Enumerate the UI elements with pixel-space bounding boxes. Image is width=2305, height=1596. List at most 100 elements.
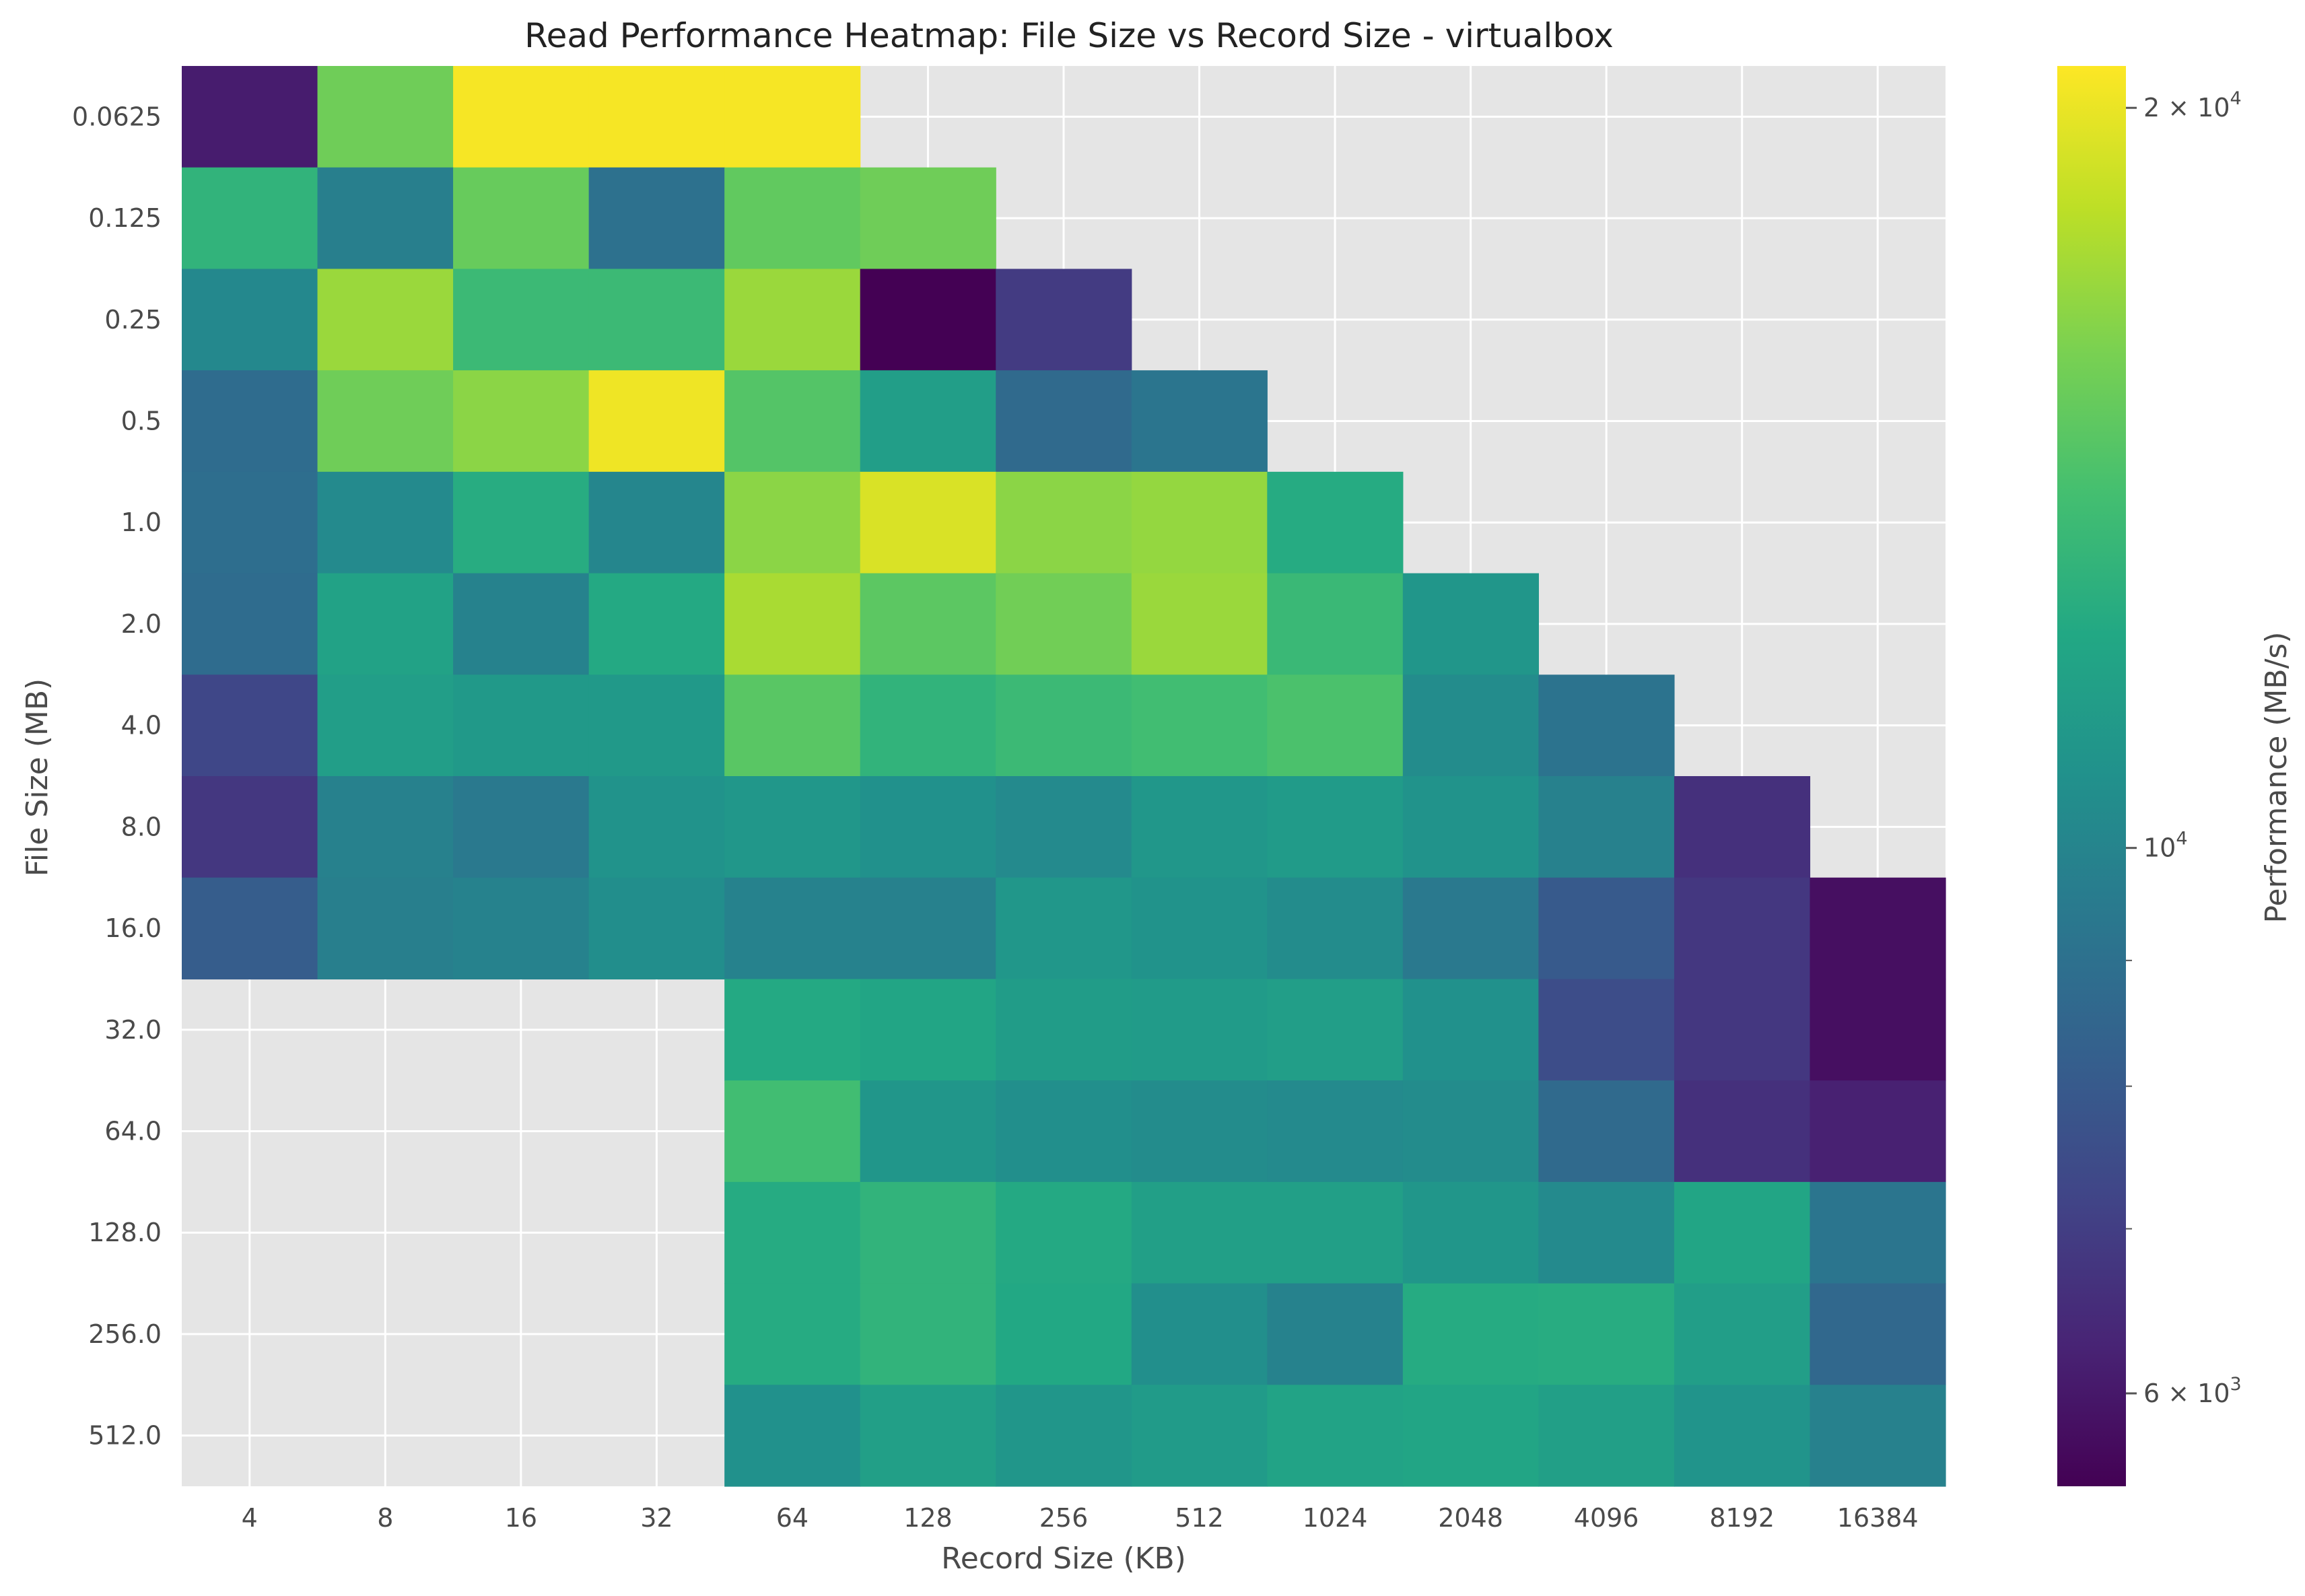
y-tick-label: 0.5: [121, 407, 162, 436]
heatmap-cell: [453, 471, 590, 574]
heatmap-cell: [1402, 979, 1539, 1081]
heatmap-cell: [724, 269, 861, 371]
heatmap-cell: [317, 674, 454, 777]
heatmap-cell: [317, 776, 454, 878]
heatmap-cell: [996, 877, 1132, 980]
heatmap-cell: [996, 471, 1132, 574]
colorbar-label: Performance (MB/s): [2259, 631, 2294, 923]
heatmap-cell: [860, 269, 996, 371]
heatmap-cell: [1267, 1283, 1404, 1385]
heatmap-cell: [588, 269, 725, 371]
heatmap-cell: [453, 674, 590, 777]
heatmap-cell: [724, 167, 861, 270]
heatmap-cell: [1538, 877, 1675, 980]
y-tick-label: 0.25: [104, 305, 162, 335]
heatmap-cell: [724, 979, 861, 1081]
heatmap-cell: [996, 1181, 1132, 1284]
heatmap-cell: [182, 167, 318, 270]
heatmap-cell: [860, 167, 996, 270]
heatmap-cell: [1131, 979, 1268, 1081]
y-tick-label: 8.0: [121, 812, 162, 841]
y-tick-label: 1.0: [121, 508, 162, 537]
heatmap-cell: [1538, 776, 1675, 878]
heatmap-cell: [182, 776, 318, 878]
heatmap-cell: [860, 471, 996, 574]
y-tick-label: 64.0: [104, 1117, 162, 1146]
heatmap-cell: [1131, 877, 1268, 980]
heatmap-cell: [1267, 674, 1404, 777]
x-tick-label: 8: [377, 1503, 393, 1533]
x-tick-label: 64: [776, 1503, 809, 1533]
heatmap-cell: [317, 269, 454, 371]
heatmap-cell: [724, 1181, 861, 1284]
heatmap-cell: [1402, 1181, 1539, 1284]
heatmap-cell: [724, 776, 861, 878]
y-tick-label: 0.125: [88, 203, 162, 233]
y-tick-label: 0.0625: [72, 102, 162, 131]
heatmap-cell: [588, 167, 725, 270]
heatmap-cell: [1267, 471, 1404, 574]
x-axis-label: Record Size (KB): [941, 1541, 1186, 1576]
x-tick-label: 32: [640, 1503, 673, 1533]
heatmap-cell: [182, 66, 318, 168]
heatmap-cell: [1402, 776, 1539, 878]
heatmap-cell: [1267, 573, 1404, 675]
heatmap-cell: [1810, 979, 1946, 1081]
heatmap-cell: [317, 66, 454, 168]
x-tick-label: 16: [505, 1503, 537, 1533]
colorbar-ticks: 2 × 104 104 6 × 103: [2126, 88, 2242, 1408]
heatmap-cell: [724, 1283, 861, 1385]
x-tick-label: 128: [903, 1503, 953, 1533]
heatmap-cell: [453, 66, 590, 168]
plot-area: [182, 66, 1946, 1487]
heatmap-cell: [1538, 1080, 1675, 1183]
heatmap-cell: [860, 1181, 996, 1284]
heatmap-cell: [453, 370, 590, 473]
colorbar-tick-label: 6 × 103: [2143, 1374, 2242, 1408]
colorbar: 2 × 104 104 6 × 103 Performance (MB/s): [2057, 66, 2294, 1486]
heatmap-cell: [996, 674, 1132, 777]
heatmap-cell: [453, 573, 590, 675]
heatmap-cell: [996, 1283, 1132, 1385]
y-axis-label: File Size (MB): [20, 679, 55, 876]
heatmap-cell: [860, 674, 996, 777]
heatmap-cells: [182, 66, 1946, 1487]
heatmap-cell: [182, 471, 318, 574]
heatmap-cell: [1538, 1181, 1675, 1284]
y-tick-label: 32.0: [104, 1015, 162, 1045]
heatmap-cell: [996, 370, 1132, 473]
x-tick-labels: 4 8 16 32 64 128 256 512 1024 2048 4096 8192 16384: [242, 1503, 1919, 1533]
heatmap-cell: [1402, 1080, 1539, 1183]
heatmap-cell: [182, 674, 318, 777]
y-tick-label: 16.0: [104, 913, 162, 943]
heatmap-cell: [724, 877, 861, 980]
heatmap-cell: [860, 1080, 996, 1183]
heatmap-cell: [996, 573, 1132, 675]
heatmap-cell: [453, 167, 590, 270]
heatmap-cell: [724, 1080, 861, 1183]
colorbar-tick-label: 104: [2143, 829, 2188, 863]
heatmap-cell: [317, 877, 454, 980]
heatmap-cell: [1674, 1181, 1811, 1284]
heatmap-cell: [1810, 1283, 1946, 1385]
heatmap-cell: [1538, 979, 1675, 1081]
heatmap-cell: [1402, 1385, 1539, 1487]
heatmap-cell: [996, 1080, 1132, 1183]
heatmap-cell: [1402, 877, 1539, 980]
y-tick-label: 512.0: [88, 1421, 162, 1451]
x-tick-label: 512: [1175, 1503, 1224, 1533]
heatmap-cell: [1131, 776, 1268, 878]
y-tick-label: 128.0: [88, 1218, 162, 1247]
chart-title: Read Performance Heatmap: File Size vs R…: [524, 16, 1614, 55]
heatmap-cell: [453, 877, 590, 980]
heatmap-cell: [996, 269, 1132, 371]
heatmap-cell: [1131, 674, 1268, 777]
heatmap-cell: [1674, 1283, 1811, 1385]
heatmap-cell: [588, 877, 725, 980]
heatmap-cell: [1402, 674, 1539, 777]
y-tick-label: 256.0: [88, 1319, 162, 1349]
heatmap-cell: [317, 573, 454, 675]
x-tick-label: 2048: [1438, 1503, 1503, 1533]
heatmap-cell: [317, 471, 454, 574]
heatmap-cell: [453, 269, 590, 371]
